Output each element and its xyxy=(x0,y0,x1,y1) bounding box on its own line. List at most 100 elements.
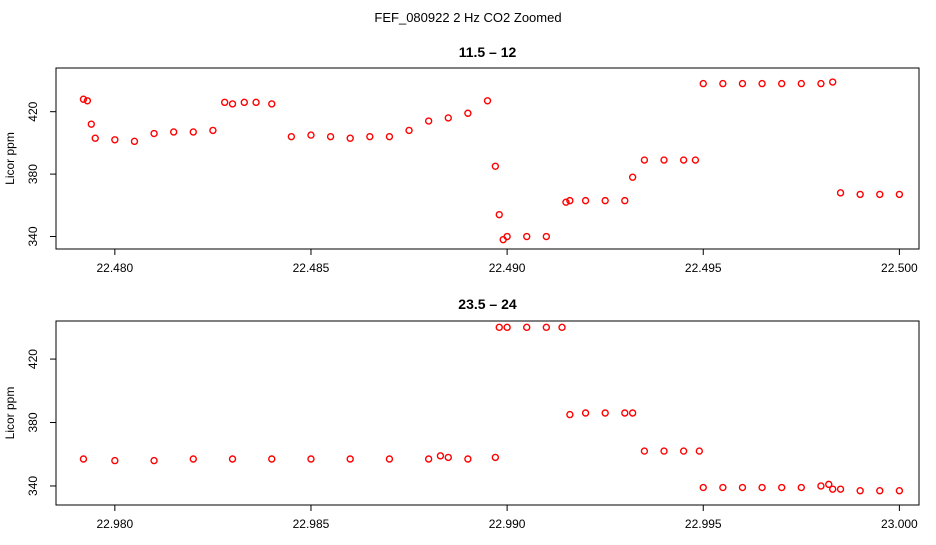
data-point xyxy=(444,453,452,462)
data-point xyxy=(268,100,276,108)
y-tick-label: 380 xyxy=(26,164,40,184)
data-point xyxy=(483,97,492,105)
data-point xyxy=(87,120,96,128)
data-point xyxy=(797,79,806,88)
data-point xyxy=(856,190,864,199)
data-point xyxy=(79,95,88,103)
panel-title: 23.5 – 24 xyxy=(458,296,517,312)
x-tick-label: 22.495 xyxy=(685,261,722,275)
data-series xyxy=(79,78,904,244)
data-point xyxy=(503,232,511,241)
data-point xyxy=(817,79,825,88)
data-point xyxy=(566,196,574,205)
y-tick-label: 420 xyxy=(26,101,40,121)
data-point xyxy=(91,134,99,142)
data-point xyxy=(829,485,837,493)
data-point xyxy=(228,100,237,108)
data-point xyxy=(169,128,178,136)
data-point xyxy=(691,156,700,164)
data-point xyxy=(464,109,472,117)
data-point xyxy=(464,455,472,463)
data-point xyxy=(581,196,590,205)
data-point xyxy=(876,190,884,199)
plot-frame xyxy=(55,67,920,250)
data-point xyxy=(189,128,197,136)
data-point xyxy=(817,482,825,490)
data-point xyxy=(228,455,237,463)
data-point xyxy=(562,198,570,206)
data-point xyxy=(719,79,727,88)
data-point xyxy=(679,447,688,455)
data-point xyxy=(836,189,845,197)
data-point xyxy=(695,447,704,455)
data-point xyxy=(220,98,229,107)
data-point xyxy=(699,79,707,88)
x-tick-label: 23.000 xyxy=(881,517,918,531)
data-point xyxy=(150,456,158,465)
data-point xyxy=(307,455,315,463)
data-point xyxy=(797,483,806,492)
x-tick-label: 22.990 xyxy=(489,517,526,531)
data-point xyxy=(495,323,503,332)
data-point xyxy=(628,409,637,417)
data-point xyxy=(895,190,904,199)
data-point xyxy=(130,137,139,146)
data-point xyxy=(83,97,92,105)
data-point xyxy=(542,232,551,241)
data-point xyxy=(444,114,452,122)
data-point xyxy=(640,156,649,164)
data-point xyxy=(836,485,845,493)
data-point xyxy=(189,455,197,463)
data-point xyxy=(558,323,566,332)
data-point xyxy=(566,410,574,419)
x-tick-label: 22.985 xyxy=(293,517,330,531)
panel-title: 11.5 – 12 xyxy=(459,44,517,60)
data-point xyxy=(778,483,786,492)
data-point xyxy=(895,487,904,495)
data-point xyxy=(758,79,766,88)
data-point xyxy=(111,136,119,144)
data-point xyxy=(495,210,503,219)
data-point xyxy=(268,455,276,463)
data-point xyxy=(287,132,296,141)
data-point xyxy=(523,323,531,332)
data-point xyxy=(385,455,394,463)
data-point xyxy=(829,78,837,86)
y-tick-label: 340 xyxy=(26,476,40,496)
x-tick-label: 22.500 xyxy=(881,261,918,275)
data-point xyxy=(346,134,354,142)
data-point xyxy=(699,483,707,492)
data-point xyxy=(491,162,500,171)
panel-top: 11.5 – 12 22.480 22.485 22.490 22.495 22.500 3… xyxy=(3,44,920,275)
y-tick-label: 340 xyxy=(26,226,40,246)
data-point xyxy=(79,455,88,463)
x-tick-label: 22.995 xyxy=(685,517,722,531)
data-point xyxy=(601,196,609,205)
plot-frame xyxy=(55,320,920,506)
data-point xyxy=(436,452,445,460)
x-tick-label: 22.485 xyxy=(293,261,330,275)
data-point xyxy=(424,117,433,125)
data-point xyxy=(252,98,260,107)
data-point xyxy=(660,156,668,164)
x-tick-label: 22.490 xyxy=(489,261,526,275)
data-point xyxy=(405,126,413,135)
panel-bottom: 23.5 – 24 22.980 22.985 22.990 22.995 23.000 3… xyxy=(3,296,920,531)
data-point xyxy=(719,483,727,492)
y-axis-label: Licor ppm xyxy=(3,387,17,440)
data-point xyxy=(778,79,786,88)
data-point xyxy=(679,156,688,164)
x-tick-label: 22.980 xyxy=(96,517,133,531)
data-point xyxy=(542,323,551,332)
data-point xyxy=(326,132,335,141)
data-point xyxy=(660,447,668,455)
data-point xyxy=(876,487,884,495)
data-point xyxy=(346,455,354,463)
data-point xyxy=(491,453,500,462)
data-point xyxy=(628,173,637,181)
y-tick-label: 420 xyxy=(26,349,40,369)
data-point xyxy=(424,455,433,463)
data-point xyxy=(240,98,248,107)
